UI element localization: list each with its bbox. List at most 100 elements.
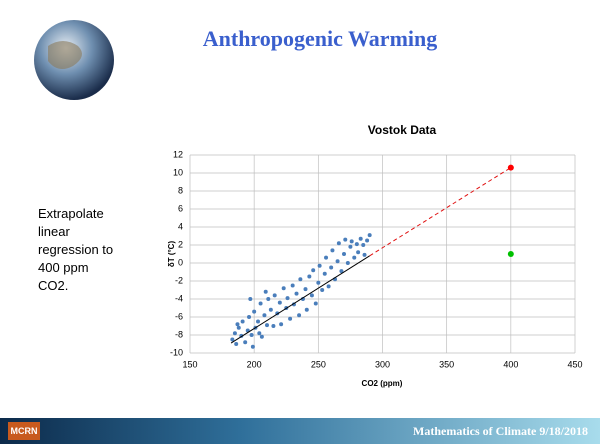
y-axis-label: δT (°C)	[167, 241, 176, 268]
y-tick-label: -2	[175, 275, 183, 285]
footer-text: Mathematics of Climate 9/18/2018	[413, 424, 588, 438]
data-point	[250, 344, 255, 349]
data-point	[352, 255, 357, 260]
y-tick-label: 12	[173, 149, 183, 159]
chart: Vostok Data CO2 (ppm) δT (°C) -10 -8 -6 -4 -…	[167, 123, 582, 388]
data-point	[248, 297, 253, 301]
data-point	[330, 248, 335, 253]
data-point	[309, 293, 314, 298]
side-text: Extrapolate linear regression to 400 ppm…	[38, 205, 113, 295]
data-point	[354, 242, 359, 247]
data-point	[326, 284, 331, 289]
data-point	[358, 236, 363, 241]
data-point	[234, 342, 239, 346]
footer: MCRN Mathematics of Climate 9/18/2018	[0, 418, 600, 444]
data-point	[507, 164, 514, 171]
x-tick-label: 450	[567, 359, 582, 369]
data-point	[268, 307, 273, 312]
x-tick-label: 200	[247, 359, 262, 369]
data-point	[356, 250, 361, 255]
data-point	[329, 265, 334, 270]
data-point	[277, 300, 282, 305]
data-point	[335, 259, 340, 264]
data-point	[313, 301, 318, 306]
x-tick-label: 300	[375, 359, 390, 369]
data-point	[281, 286, 286, 291]
data-point	[343, 237, 348, 242]
data-point	[336, 241, 341, 246]
side-text-line: 400 ppm	[38, 260, 89, 275]
data-point	[342, 252, 346, 256]
data-point	[290, 283, 295, 288]
side-text-line: linear	[38, 224, 70, 239]
data-point	[307, 274, 312, 279]
data-point	[303, 287, 308, 292]
y-tick-label: 0	[178, 257, 183, 267]
data-point	[285, 296, 290, 301]
side-text-line: regression to	[38, 242, 114, 257]
y-tick-label: -8	[175, 329, 183, 339]
data-point	[322, 271, 327, 276]
data-point	[317, 263, 322, 268]
data-point	[365, 238, 370, 243]
data-point	[361, 243, 366, 247]
data-point	[311, 268, 316, 273]
x-tick-label: 400	[503, 359, 518, 369]
data-point	[236, 325, 241, 330]
data-point	[252, 309, 257, 314]
data-point	[240, 319, 245, 324]
data-point	[279, 322, 284, 327]
data-point	[266, 297, 271, 301]
data-point	[339, 269, 344, 274]
data-point	[349, 239, 354, 244]
data-point	[257, 331, 262, 336]
y-tick-label: 10	[173, 167, 183, 177]
y-tick-label: -10	[170, 347, 183, 357]
data-point	[288, 316, 293, 321]
data-point	[235, 322, 240, 327]
y-tick-label: 6	[178, 203, 183, 213]
data-point	[345, 261, 350, 265]
data-point	[304, 307, 309, 312]
x-axis-label: CO2 (ppm)	[362, 379, 403, 388]
globe-image	[34, 20, 114, 100]
data-point	[271, 324, 276, 328]
slide-title: Anthropogenic Warming	[202, 26, 438, 51]
x-tick-label: 250	[311, 359, 326, 369]
y-tick-label: 8	[178, 185, 183, 195]
data-point	[249, 333, 254, 337]
y-tick-label: 4	[178, 221, 183, 231]
x-tick-label: 150	[182, 359, 197, 369]
regression-line	[230, 255, 370, 344]
data-point	[367, 233, 372, 238]
data-point	[507, 251, 514, 257]
y-tick-label: -4	[175, 293, 183, 303]
y-tick-label: -6	[175, 311, 183, 321]
data-point	[362, 252, 367, 257]
y-tick-label: 2	[178, 239, 183, 249]
data-point	[320, 288, 325, 292]
data-point	[243, 340, 248, 345]
data-point	[316, 280, 321, 285]
data-point	[256, 319, 261, 324]
regression-line	[369, 167, 512, 257]
data-point	[258, 301, 263, 306]
data-point	[294, 291, 299, 296]
side-text-line: Extrapolate	[38, 206, 104, 221]
data-point	[324, 255, 329, 260]
data-point	[230, 337, 235, 342]
data-point	[265, 323, 269, 328]
logo: MCRN	[8, 422, 40, 440]
data-point	[297, 313, 302, 318]
data-point	[298, 277, 303, 282]
data-point	[262, 313, 267, 318]
x-tick-label: 350	[439, 359, 454, 369]
data-point	[272, 293, 277, 298]
data-point	[247, 315, 252, 319]
data-point	[348, 244, 353, 249]
chart-title: Vostok Data	[368, 123, 437, 137]
side-text-line: CO2.	[38, 278, 69, 293]
data-point	[232, 331, 237, 336]
data-point	[259, 334, 264, 339]
